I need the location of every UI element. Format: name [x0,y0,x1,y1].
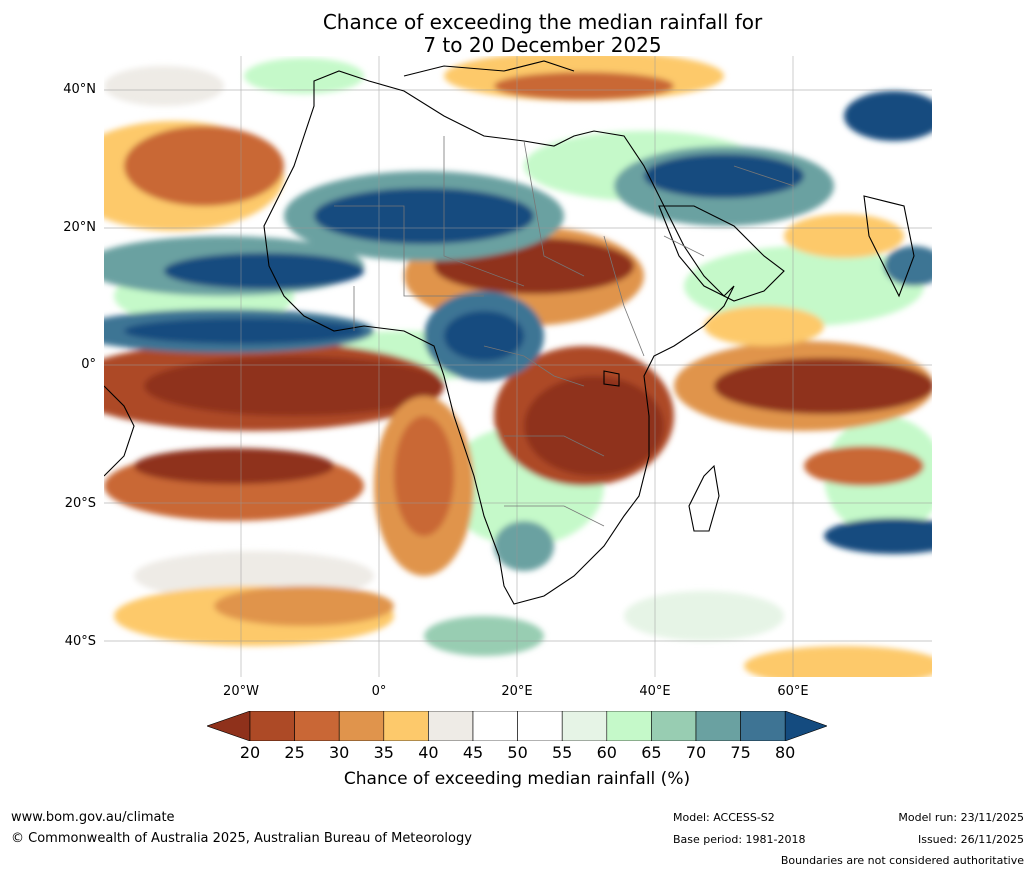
graticule [104,56,932,677]
colorbar-tick: 35 [373,743,394,762]
colorbar-tick: 50 [507,743,528,762]
footer-issued: Issued: 26/11/2025 [917,833,1024,846]
lat-label-20n: 20°N [63,220,96,235]
country-boundaries [334,136,795,527]
coastlines [104,60,915,605]
madagascar-coastline [688,464,720,532]
colorbar-segment [472,710,518,742]
lon-label-40e: 40°E [639,684,671,699]
map-title-line-1: Chance of exceeding the median rainfall … [322,10,763,34]
lat-label-equator: 0° [81,357,96,372]
colorbar-segment [338,710,385,742]
colorbar-segment [740,710,786,742]
africa-coastline [263,70,735,605]
colorbar-tick: 30 [329,743,350,762]
europe-coastline [403,60,575,77]
colorbar-label: Chance of exceeding median rainfall (%) [343,769,691,789]
colorbar-arrow-high [784,710,828,742]
colorbar-tick: 45 [462,743,484,762]
footer-copyright: © Commonwealth of Australia 2025, Austra… [11,831,472,846]
rainfall-map [104,56,932,677]
colorbar-segment [383,710,429,742]
lake-victoria [603,370,620,387]
footer-model-run: Model run: 23/11/2025 [898,811,1024,824]
footer-url[interactable]: www.bom.gov.au/climate [11,810,175,825]
colorbar-tick: 55 [552,743,573,762]
colorbar-tick: 40 [418,743,439,762]
colorbar [206,710,828,742]
india-coastline [863,195,915,298]
lat-label-40s: 40°S [64,634,96,649]
colorbar-tick: 65 [641,743,662,762]
lon-label-0: 0° [371,684,387,699]
colorbar-segment [517,710,563,742]
footer-model: Model: ACCESS-S2 [673,811,775,824]
colorbar-tick: 25 [284,743,305,762]
colorbar-segment [651,710,697,742]
map-title-line-2: 7 to 20 December 2025 [423,33,662,57]
lat-label-40n: 40°N [63,82,96,97]
footer-disclaimer: Boundaries are not considered authoritat… [780,854,1024,867]
colorbar-segment [249,710,295,742]
colorbar-tick: 70 [685,743,707,762]
colorbar-tick: 60 [596,743,617,762]
colorbar-segment [695,710,741,742]
colorbar-tick: 75 [730,743,751,762]
arabia-coastline [658,205,785,302]
footer-base-period: Base period: 1981-2018 [673,833,806,846]
lon-label-20w: 20°W [223,684,259,699]
colorbar-segment [606,710,652,742]
south-america-coastline [104,385,135,477]
colorbar-tick: 80 [775,743,796,762]
lon-label-60e: 60°E [777,684,809,699]
colorbar-segment [294,710,340,742]
lat-label-20s: 20°S [64,496,96,511]
colorbar-tick: 20 [239,743,261,762]
lon-label-20e: 20°E [501,684,533,699]
colorbar-arrow-low [206,710,251,742]
colorbar-segment [428,710,474,742]
colorbar-segment [561,710,608,742]
